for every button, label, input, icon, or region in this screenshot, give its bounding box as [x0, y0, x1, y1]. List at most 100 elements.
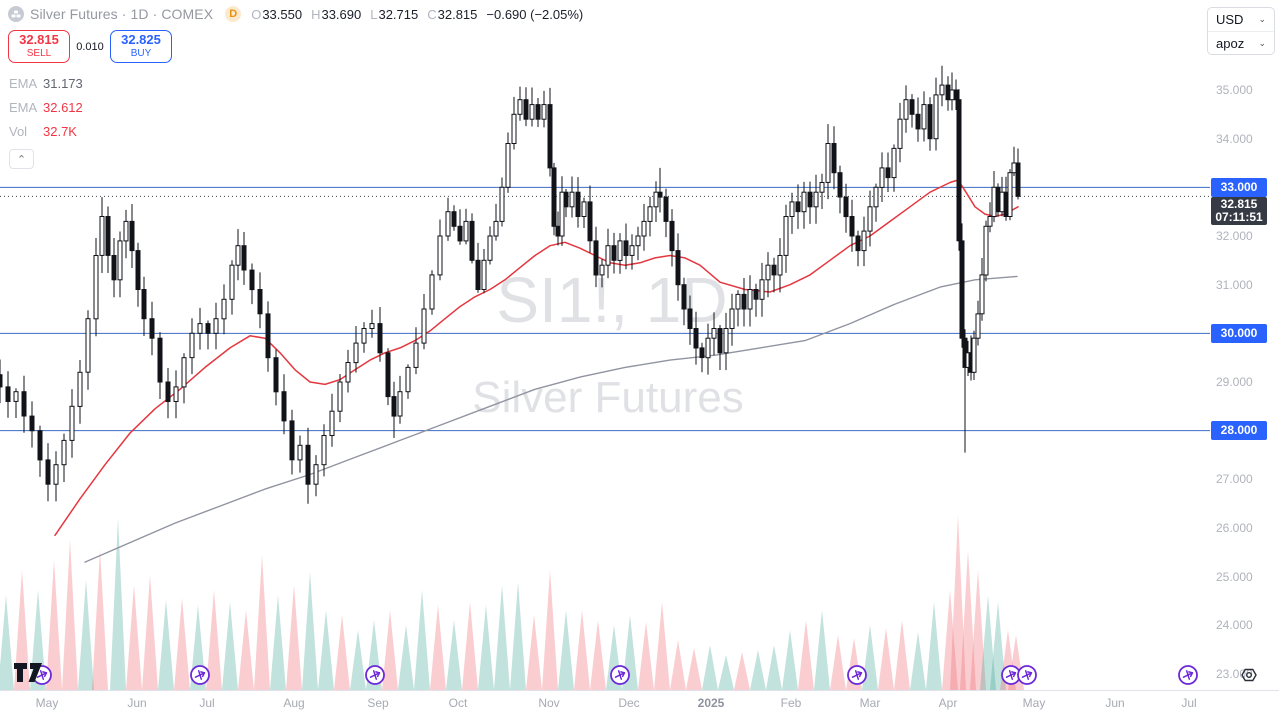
- candle-up: [979, 274, 985, 315]
- price-tick-32.000: 32.000: [1216, 229, 1253, 243]
- candle-down: [29, 415, 35, 432]
- tradingview-logo[interactable]: [14, 663, 42, 682]
- ema-fast-line: [54, 179, 1019, 537]
- candle-up: [949, 89, 955, 101]
- volume-bar-down: [686, 648, 702, 690]
- candle-up: [1007, 172, 1013, 217]
- price-tick-26.000: 26.000: [1216, 521, 1253, 535]
- candle-down: [885, 167, 891, 179]
- price-tick-35.000: 35.000: [1216, 83, 1253, 97]
- candle-down: [593, 240, 599, 276]
- unit-dropdown[interactable]: apoz ⌄: [1208, 31, 1274, 54]
- candle-up: [197, 323, 203, 334]
- candle-up: [481, 259, 487, 290]
- candle-up: [987, 216, 993, 227]
- candle-down: [5, 386, 11, 402]
- candle-up: [813, 191, 819, 208]
- candle-up: [413, 342, 419, 368]
- legend-row-volume[interactable]: Vol 32.7K: [9, 119, 83, 143]
- contract-rollover-markers: [32, 665, 1198, 685]
- price-scale[interactable]: 33.000 32.815 07:11:51 30.000 28.000 35.…: [1210, 0, 1279, 690]
- volume-bar-down: [206, 590, 222, 690]
- sell-button[interactable]: 32.815 SELL: [8, 30, 70, 63]
- chevron-up-icon: ⌃: [16, 153, 27, 166]
- candle-up: [61, 439, 67, 466]
- time-tick-Dec: Dec: [618, 696, 640, 710]
- contract-rollover-icon[interactable]: [1017, 665, 1037, 685]
- price-scale-settings-icon[interactable]: [1238, 664, 1260, 686]
- buy-button[interactable]: 32.825 BUY: [110, 30, 172, 63]
- symbol-title[interactable]: Silver Futures · 1D · COMEX: [30, 6, 214, 22]
- interval-badge[interactable]: D: [225, 6, 242, 22]
- candle-down: [241, 245, 247, 271]
- contract-rollover-icon[interactable]: [1178, 665, 1198, 685]
- candle-up: [975, 313, 981, 339]
- volume-bar-up: [222, 602, 238, 690]
- currency-dropdown[interactable]: USD ⌄: [1208, 8, 1274, 31]
- sell-label: SELL: [26, 48, 52, 60]
- candle-up: [405, 366, 411, 393]
- price-chart-canvas[interactable]: SI1!, 1D Silver Futures: [0, 0, 1210, 690]
- contract-rollover-icon[interactable]: [365, 665, 385, 685]
- candle-down: [289, 420, 295, 461]
- time-tick-Feb: Feb: [780, 696, 802, 710]
- time-scale[interactable]: May Jun Jul Aug Sep Oct Nov Dec 2025 Feb Mar Apr May…: [0, 690, 1279, 713]
- volume-bar-down: [654, 602, 670, 690]
- candle-up: [605, 245, 611, 266]
- candle-up: [53, 464, 59, 485]
- candle-up: [747, 289, 753, 310]
- volume-bar-up: [980, 595, 996, 690]
- volume-bar-down: [334, 615, 350, 690]
- candle-down: [849, 216, 855, 237]
- volume-bar-up: [270, 595, 286, 690]
- candle-up: [653, 191, 659, 208]
- currency-unit-selector: USD ⌄ apoz ⌄: [1207, 7, 1275, 55]
- contract-rollover-icon[interactable]: [190, 665, 210, 685]
- price-tick-25.000: 25.000: [1216, 569, 1253, 584]
- level-price-label-30: 30.000: [1211, 323, 1267, 343]
- candle-down: [909, 99, 915, 115]
- candle-up: [77, 371, 83, 407]
- contract-rollover-icon[interactable]: [610, 665, 630, 685]
- candle-up: [879, 167, 885, 188]
- candle-up: [181, 357, 187, 388]
- candle-down: [1015, 162, 1021, 197]
- time-tick-Jul: Jul: [199, 696, 215, 710]
- volume-bar-down: [950, 515, 966, 690]
- candle-down: [165, 381, 171, 402]
- time-tick-Aug: Aug: [283, 696, 305, 710]
- high-label: H: [311, 6, 321, 22]
- legend-row-ema-slow[interactable]: EMA 31.173: [9, 71, 83, 95]
- volume-bar-up: [110, 518, 126, 690]
- candle-up: [297, 444, 303, 461]
- candle-down: [843, 196, 849, 218]
- candle-down: [611, 245, 617, 261]
- candle-up: [581, 201, 587, 217]
- candle-down: [141, 289, 147, 320]
- legend-row-ema-fast[interactable]: EMA 32.612: [9, 95, 83, 119]
- candle-up: [329, 410, 335, 437]
- candle-down: [663, 196, 669, 222]
- low-label: L: [370, 6, 378, 22]
- volume-value: 32.7K: [43, 123, 77, 139]
- candle-down: [281, 391, 287, 422]
- candle-up: [493, 220, 499, 237]
- candle-down: [0, 374, 3, 388]
- candle-down: [623, 240, 629, 256]
- candle-down: [257, 289, 263, 315]
- volume-bar-down: [638, 622, 654, 690]
- candle-up: [235, 245, 241, 266]
- volume-bar-up: [750, 650, 766, 690]
- candle-down: [945, 84, 951, 101]
- candle-down: [547, 104, 553, 169]
- symbol-logo[interactable]: [8, 6, 24, 22]
- candle-down: [995, 186, 1001, 213]
- chevron-down-icon: ⌄: [1258, 14, 1266, 24]
- collapse-legend-button[interactable]: ⌃: [9, 149, 34, 169]
- silver-ingots-icon: [11, 10, 21, 17]
- candle-up: [353, 342, 359, 364]
- candle-down: [741, 293, 747, 310]
- candle-up: [117, 240, 123, 281]
- contract-rollover-icon[interactable]: [847, 665, 867, 685]
